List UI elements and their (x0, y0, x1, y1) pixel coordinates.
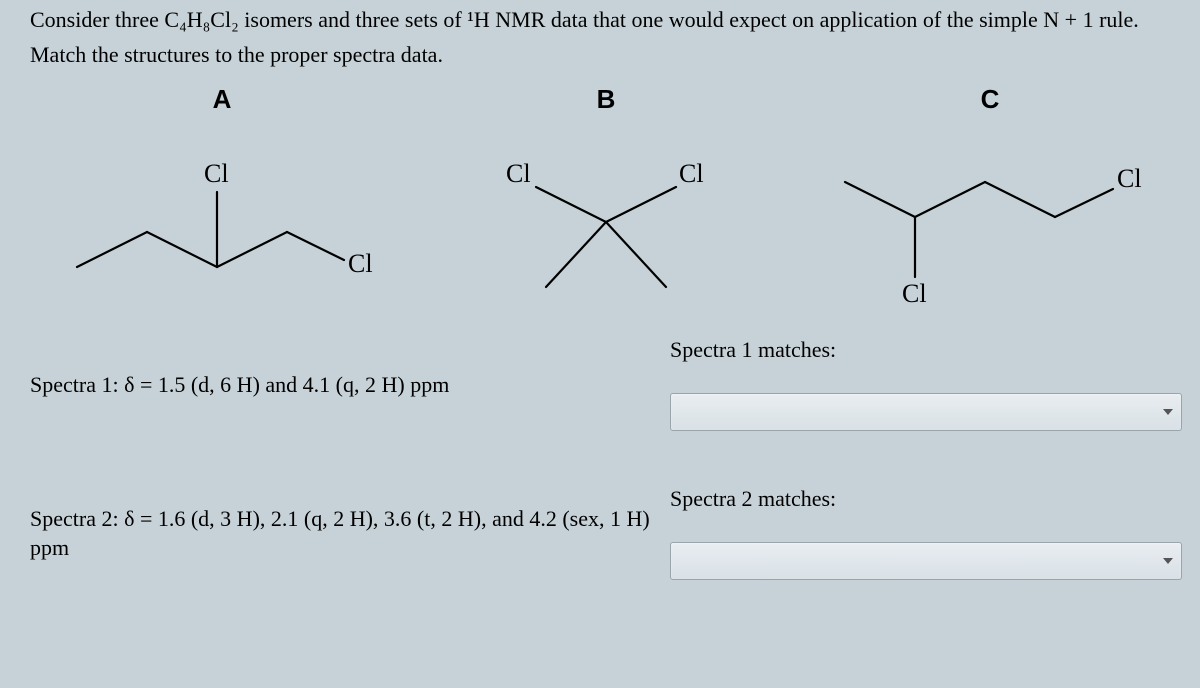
spectra1-text: Spectra 1: δ = 1.5 (d, 6 H) and 4.1 (q, … (30, 370, 670, 400)
structure-a-svg: Cl Cl (52, 137, 392, 307)
spectra2-text: Spectra 2: δ = 1.6 (d, 3 H), 2.1 (q, 2 H… (30, 504, 670, 563)
structure-b-svg: Cl Cl (436, 137, 776, 307)
atom-cl: Cl (204, 159, 229, 188)
structures-row: A Cl Cl B (30, 84, 1182, 307)
question-text: Consider three C₄H₈Cl₂ isomers and three… (30, 0, 1182, 72)
spectra2-match-label: Spectra 2 matches: (670, 486, 1182, 512)
page-container: Consider three C₄H₈Cl₂ isomers and three… (0, 0, 1200, 580)
structure-a: A Cl Cl (32, 84, 412, 307)
spectra2-block: Spectra 2: δ = 1.6 (d, 3 H), 2.1 (q, 2 H… (30, 486, 1182, 580)
atom-cl: Cl (348, 249, 373, 278)
spectra2-select[interactable] (670, 542, 1182, 580)
spectra1-select[interactable] (670, 393, 1182, 431)
atom-cl: Cl (1117, 164, 1142, 193)
structure-b: B Cl Cl (416, 84, 796, 307)
structure-c-svg: Cl Cl (820, 137, 1160, 307)
structure-c-label: C (981, 84, 1000, 115)
structure-c: C Cl Cl (800, 84, 1180, 307)
atom-cl: Cl (679, 159, 704, 188)
structure-a-label: A (213, 84, 232, 115)
question-line2: Match the structures to the proper spect… (30, 42, 443, 67)
question-line1: Consider three C₄H₈Cl₂ isomers and three… (30, 7, 1139, 32)
spectra1-match-label: Spectra 1 matches: (670, 337, 1182, 363)
structure-b-label: B (597, 84, 616, 115)
chevron-down-icon (1163, 558, 1173, 564)
atom-cl: Cl (902, 279, 927, 307)
atom-cl: Cl (506, 159, 531, 188)
spectra2-match-col: Spectra 2 matches: (670, 486, 1182, 580)
spectra1-block: Spectra 1: δ = 1.5 (d, 6 H) and 4.1 (q, … (30, 337, 1182, 431)
spectra1-match-col: Spectra 1 matches: (670, 337, 1182, 431)
chevron-down-icon (1163, 409, 1173, 415)
